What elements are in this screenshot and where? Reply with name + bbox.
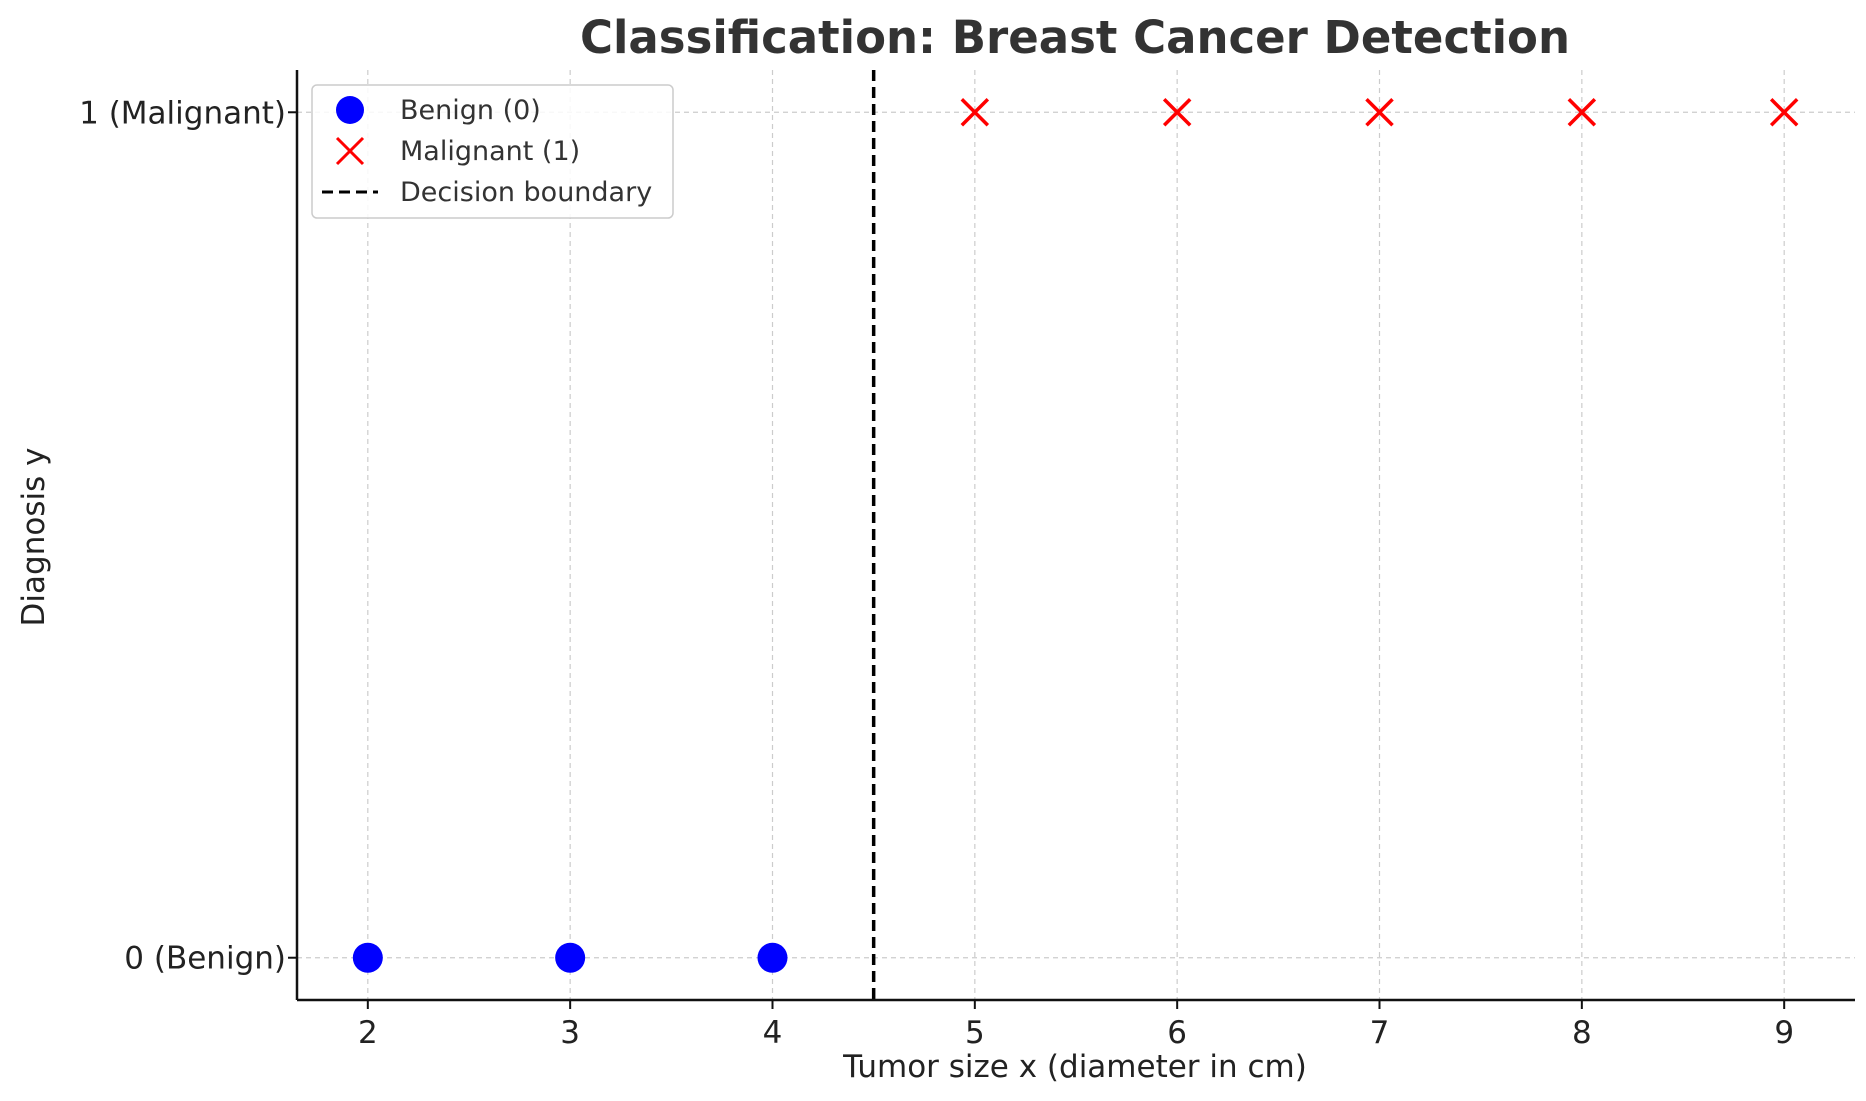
legend-benign-marker	[336, 96, 364, 124]
x-tick-label: 4	[763, 1015, 783, 1051]
x-tick-label: 2	[358, 1015, 378, 1051]
malignant-point	[1769, 98, 1799, 127]
malignant-point	[960, 98, 990, 127]
y-ticks: 0 (Benign) 1 (Malignant)	[79, 95, 297, 977]
malignant-point	[1162, 98, 1192, 127]
legend: Benign (0) Malignant (1) Decision bounda…	[311, 84, 674, 219]
x-tick-label: 6	[1167, 1015, 1187, 1051]
legend-box	[311, 84, 674, 219]
malignant-point	[1567, 98, 1597, 127]
data-points	[352, 98, 1799, 973]
x-tick-label: 7	[1370, 1015, 1390, 1051]
legend-malignant-label: Malignant (1)	[400, 136, 580, 167]
grid	[297, 70, 1855, 1000]
benign-point	[555, 942, 586, 973]
x-axis-label: Tumor size x (diameter in cm)	[842, 1049, 1307, 1085]
y-tick-label: 0 (Benign)	[124, 941, 286, 977]
malignant-point	[1365, 98, 1394, 127]
y-axis-label: Diagnosis y	[16, 448, 52, 627]
x-tick-label: 9	[1774, 1015, 1794, 1051]
chart-title: Classification: Breast Cancer Detection	[580, 11, 1570, 64]
benign-point	[352, 942, 383, 973]
benign-point	[757, 942, 788, 973]
x-ticks: 2 3 4 5 6 7 8 9	[358, 1000, 1794, 1051]
x-tick-label: 3	[560, 1015, 580, 1051]
x-tick-label: 5	[965, 1015, 985, 1051]
legend-benign-label: Benign (0)	[400, 95, 541, 126]
y-tick-label: 1 (Malignant)	[79, 95, 286, 131]
legend-boundary-label: Decision boundary	[400, 177, 652, 208]
x-tick-label: 8	[1572, 1015, 1592, 1051]
axes	[295, 70, 1855, 1002]
legend-malignant-marker	[335, 136, 365, 166]
